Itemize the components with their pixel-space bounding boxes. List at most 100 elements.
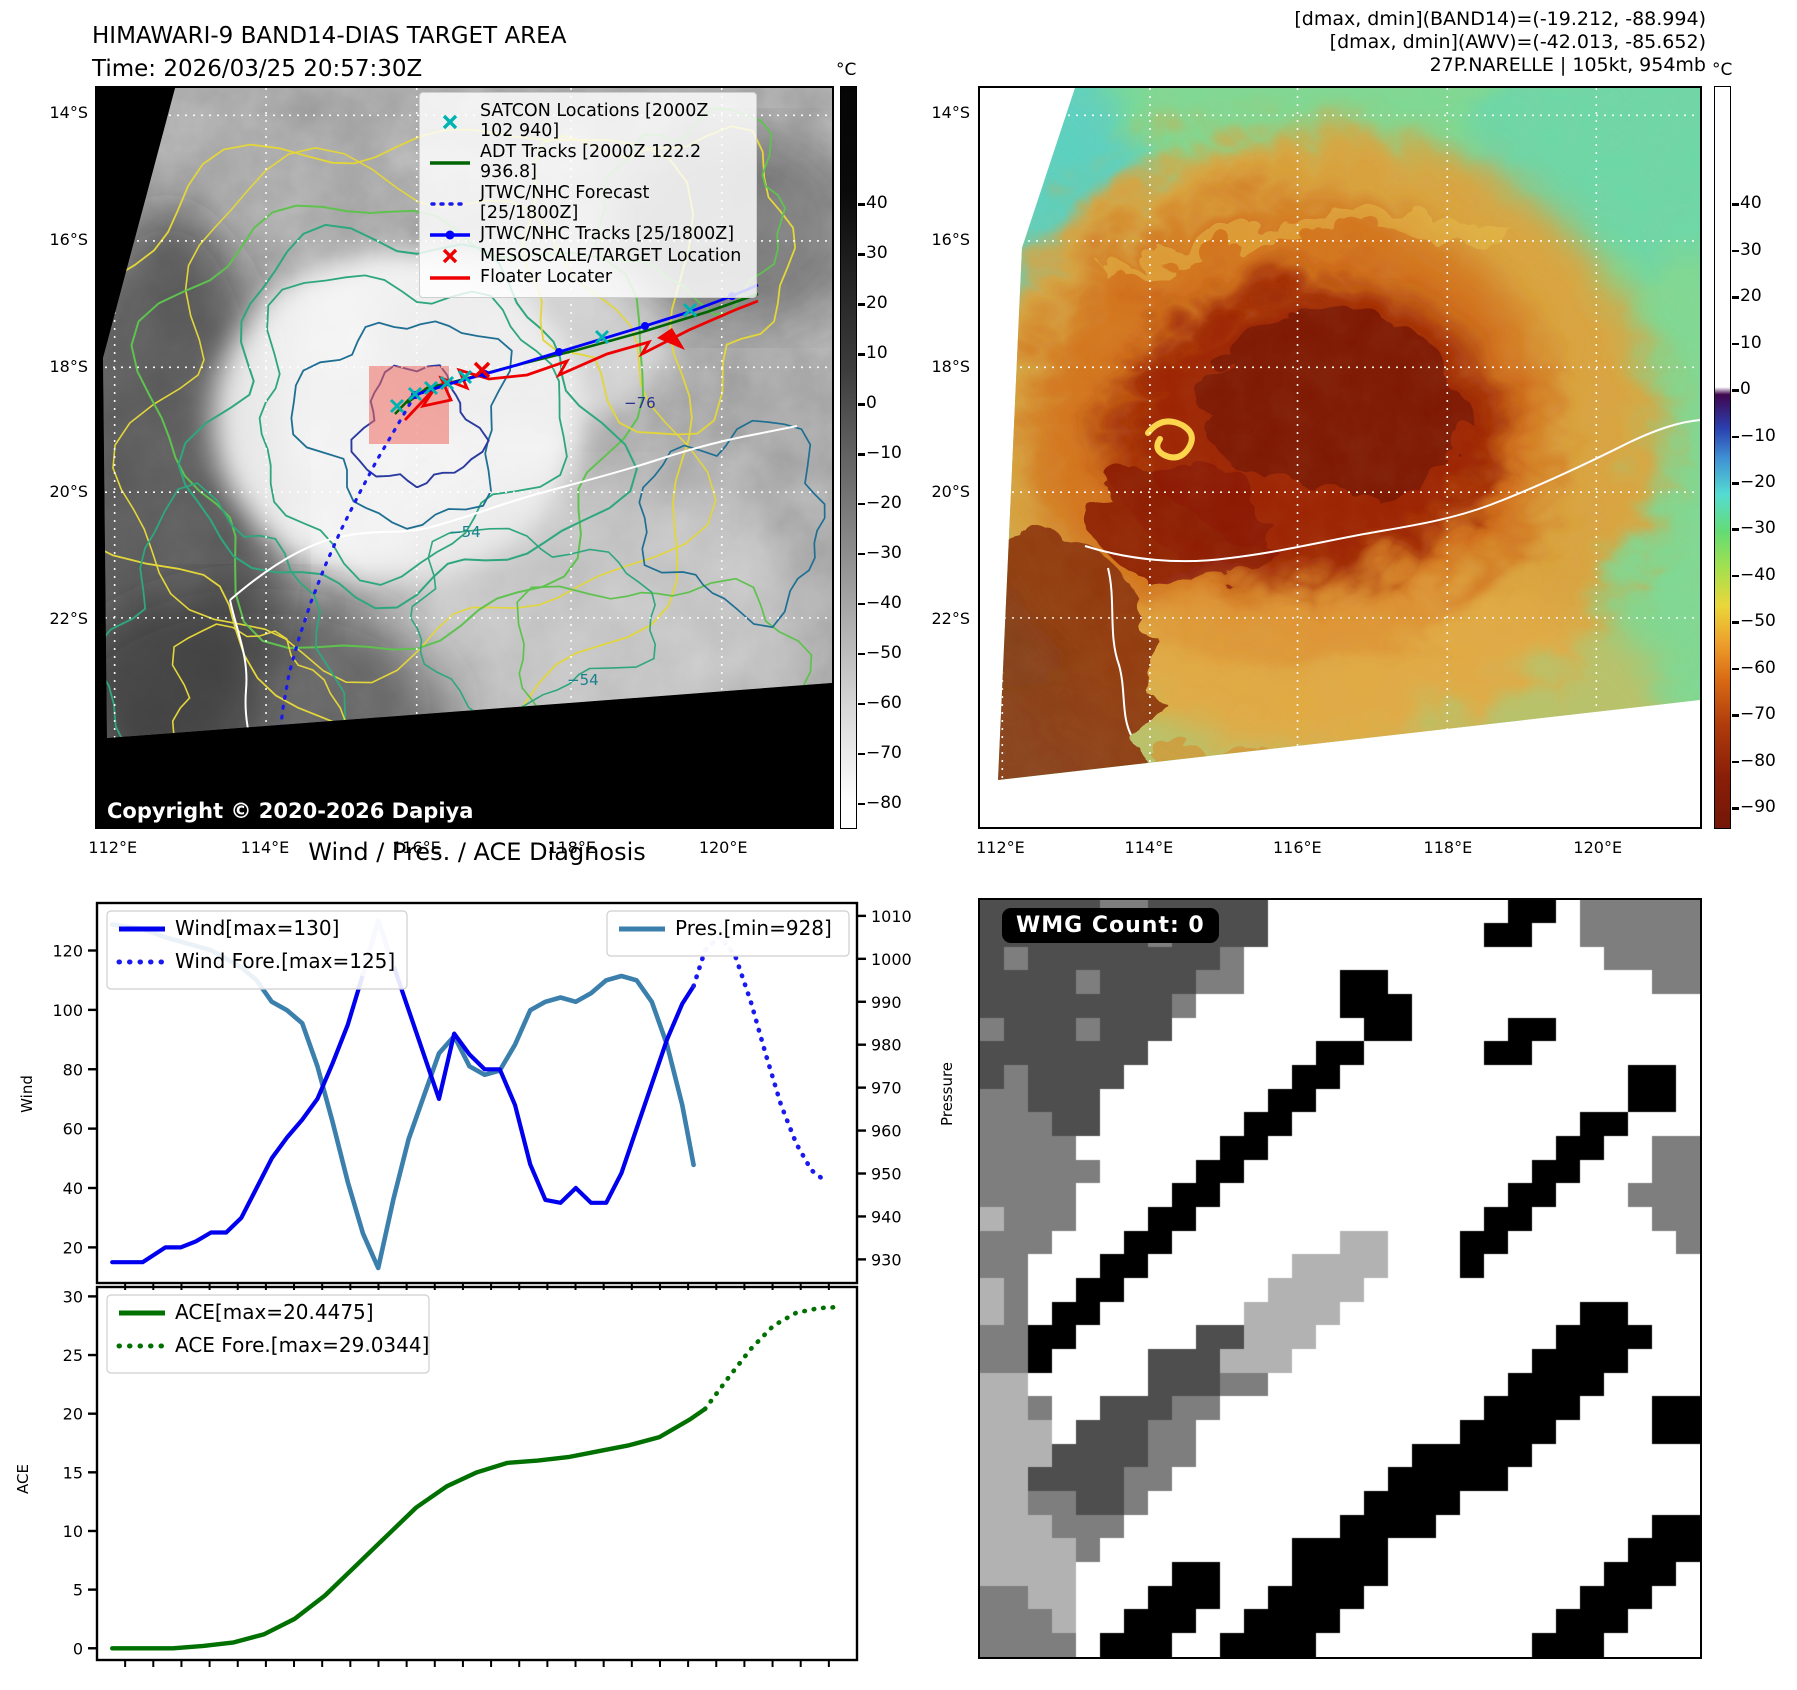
ace-legend-entry: ACE Fore.[max=29.0344] — [175, 1333, 429, 1357]
dotted-line-icon — [428, 196, 472, 212]
wind-axis-label: Wind — [17, 1075, 36, 1113]
band14-colorbar-tick: −30 — [866, 542, 902, 563]
contour-line — [103, 482, 347, 738]
contour-label: −54 — [567, 671, 599, 689]
pressure-ytick: 950 — [871, 1165, 902, 1184]
awv-lat-tick: 20°S — [931, 482, 970, 502]
satcon-x-marker — [439, 375, 455, 391]
awv-colorbar-tick: −40 — [1740, 564, 1776, 585]
chart-title: Wind / Pres. / ACE Diagnosis — [308, 838, 646, 866]
contour-line — [290, 320, 513, 530]
band14-colorbar-tick-mark — [858, 403, 865, 406]
contour-line — [638, 419, 826, 629]
band14-colorbar-tick: −40 — [866, 592, 902, 613]
x-marker-icon — [428, 248, 472, 264]
band14-colorbar-tick-mark — [858, 253, 865, 256]
satcon-x-marker — [682, 302, 698, 318]
timestamp: Time: 2026/03/25 20:57:30Z — [92, 56, 423, 82]
band14-colorbar-tick-mark — [858, 602, 865, 606]
storm-name-intensity: 27P.NARELLE | 105kt, 954mb — [1429, 54, 1706, 76]
satcon-x-marker — [594, 329, 610, 345]
band14-colorbar-unit: °C — [836, 60, 857, 80]
pressure-ytick: 980 — [871, 1036, 902, 1055]
awv-colorbar-unit: °C — [1712, 60, 1733, 80]
band14-colorbar-tick: −50 — [866, 642, 902, 663]
ace-ytick: 10 — [63, 1522, 83, 1541]
satcon-x-marker — [442, 114, 458, 129]
awv-lon-tick: 118°E — [1423, 838, 1473, 857]
ace-forecast-line — [702, 1304, 845, 1412]
awv-colorbar-tick-mark — [1732, 621, 1739, 624]
ace-line — [110, 1406, 708, 1651]
awv-colorbar-tick: −30 — [1740, 518, 1776, 539]
wind-legend-entry: Wind Fore.[max=125] — [175, 949, 395, 973]
band14-colorbar-tick-mark — [858, 502, 865, 506]
copyright-bar: Copyright © 2020-2026 Dapiya — [97, 796, 657, 826]
awv-colorbar-tick-mark — [1732, 528, 1739, 531]
pressure-legend-entry: Pres.[min=928] — [675, 916, 832, 940]
legend-item: JTWC/NHC Forecast [25/1800Z] — [428, 183, 746, 223]
contour-label: −76 — [624, 394, 656, 412]
awv-colorbar-tick-mark — [1732, 574, 1739, 578]
ace-ytick: 15 — [63, 1463, 83, 1482]
awv-lon-tick: 112°E — [976, 838, 1025, 857]
band14-colorbar-tick: 30 — [866, 243, 888, 264]
diagnosis-chart: 2040608010012093094095096097098099010001… — [52, 901, 912, 1667]
line-icon — [428, 155, 472, 171]
jtwc-track-point — [555, 348, 563, 356]
jtwc-track-point — [641, 322, 649, 330]
awv-colorbar-tick: −90 — [1740, 797, 1776, 818]
ace-ytick: 25 — [63, 1346, 83, 1365]
dmax-band14: [dmax, dmin](BAND14)=(-19.212, -88.994) — [1294, 8, 1706, 30]
contour-line — [516, 577, 813, 738]
pressure-ytick: 930 — [871, 1250, 902, 1269]
band14-colorbar-tick: −20 — [866, 492, 902, 513]
band14-colorbar-tick: −70 — [866, 742, 902, 763]
pressure-ytick: 1000 — [871, 950, 912, 969]
figure-info: [dmax, dmin](BAND14)=(-19.212, -88.994) … — [1294, 8, 1706, 77]
awv-colorbar-tick: −70 — [1740, 704, 1776, 725]
band14-lat-tick: 14°S — [49, 103, 88, 123]
legend-label: Floater Locater — [480, 267, 613, 287]
pressure-ytick: 1010 — [871, 907, 912, 926]
ace-axis-label: ACE — [13, 1464, 32, 1494]
ace-ytick: 5 — [73, 1581, 83, 1600]
legend-item: SATCON Locations [2000Z 102 940] — [428, 101, 746, 141]
awv-lat-tick: 14°S — [931, 103, 970, 123]
pressure-axis-label: Pressure — [938, 1061, 957, 1127]
line-dot-icon — [428, 227, 472, 243]
awv-colorbar-tick: 30 — [1740, 239, 1762, 260]
awv-map-panel — [978, 86, 1702, 829]
band14-lon-tick: 118°E — [547, 838, 596, 857]
wind-ytick: 120 — [52, 942, 83, 961]
band14-lon-tick: 112°E — [88, 838, 138, 857]
awv-colorbar-tick-mark — [1732, 667, 1739, 671]
awv-colorbar-tick: 40 — [1740, 193, 1762, 214]
band14-colorbar-tick: 20 — [866, 293, 888, 314]
wind-line — [110, 918, 696, 1265]
awv-colorbar-tick-mark — [1732, 482, 1739, 485]
band14-colorbar-tick: 10 — [866, 343, 888, 364]
awv-colorbar-tick: −50 — [1740, 611, 1776, 632]
awv-lon-tick: 114°E — [1124, 838, 1174, 857]
band14-lat-tick: 16°S — [49, 229, 88, 249]
awv-colorbar-tick: −20 — [1740, 472, 1776, 493]
awv-colorbar-tick-mark — [1732, 296, 1739, 299]
wmg-image — [980, 900, 1700, 1657]
wind-ytick: 80 — [63, 1060, 83, 1079]
satcon-x-marker — [389, 398, 405, 414]
band14-lat-tick: 20°S — [49, 482, 88, 502]
awv-lat-tick: 16°S — [931, 229, 970, 249]
awv-colorbar-tick-mark — [1732, 203, 1739, 206]
wmg-count-badge: WMG Count: 0 — [1002, 908, 1219, 943]
satcon-x-marker — [423, 380, 439, 396]
band14-lon-tick: 116°E — [392, 838, 441, 857]
pressure-ytick: 990 — [871, 993, 902, 1012]
legend-label: ADT Tracks [2000Z 122.2 936.8] — [480, 142, 702, 182]
band14-colorbar-tick-mark — [858, 702, 865, 706]
wind-ytick: 60 — [63, 1120, 83, 1139]
awv-colorbar-tick-mark — [1732, 342, 1739, 346]
page-title: HIMAWARI-9 BAND14-DIAS TARGET AREA — [92, 23, 567, 49]
satcon-x-marker — [457, 369, 473, 385]
